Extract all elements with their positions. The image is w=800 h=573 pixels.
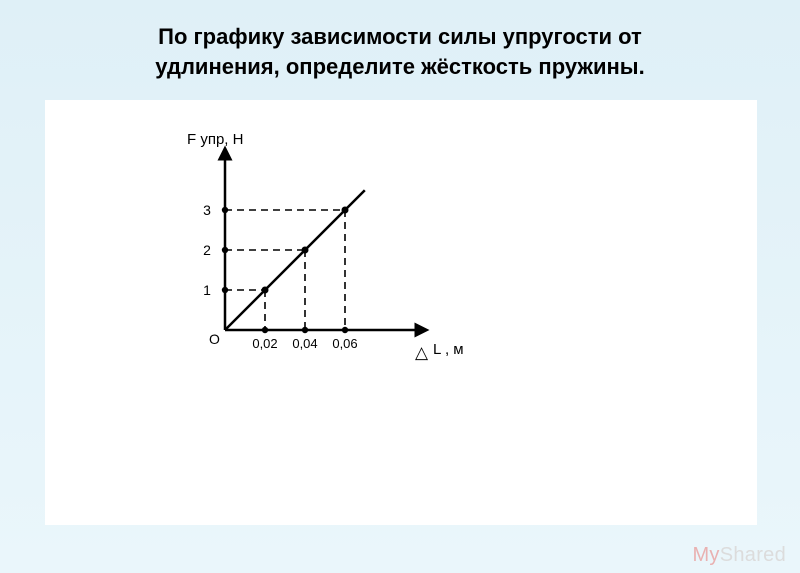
x-tick-label: 0,04 [292, 336, 317, 351]
data-point [262, 287, 269, 294]
chart-svg: F упр, H △L , м O 1 2 3 0,02 0,04 0,06 [165, 120, 485, 390]
x-axis-label: L , м [433, 341, 464, 358]
watermark-suffix: Shared [720, 544, 786, 566]
title-line-1: По графику зависимости силы упругости от [158, 24, 642, 49]
watermark-prefix: My [692, 544, 719, 566]
page-title: По графику зависимости силы упругости от… [0, 22, 800, 81]
origin-label: O [209, 331, 220, 347]
y-tick-label: 1 [203, 282, 211, 298]
data-point [302, 247, 309, 254]
data-point [342, 207, 349, 214]
watermark: MyShared [692, 544, 786, 567]
y-tick-label: 2 [203, 242, 211, 258]
title-line-2: удлинения, определите жёсткость пружины. [155, 54, 644, 79]
y-tick-label: 3 [203, 202, 211, 218]
chart-container: F упр, H △L , м O 1 2 3 0,02 0,04 0,06 [165, 120, 485, 395]
x-axis-delta-icon: △ [415, 343, 429, 362]
y-axis-label: F упр, H [187, 131, 243, 148]
x-tick-label: 0,06 [332, 336, 357, 351]
x-tick-label: 0,02 [252, 336, 277, 351]
chart-panel: F упр, H △L , м O 1 2 3 0,02 0,04 0,06 [45, 100, 757, 525]
